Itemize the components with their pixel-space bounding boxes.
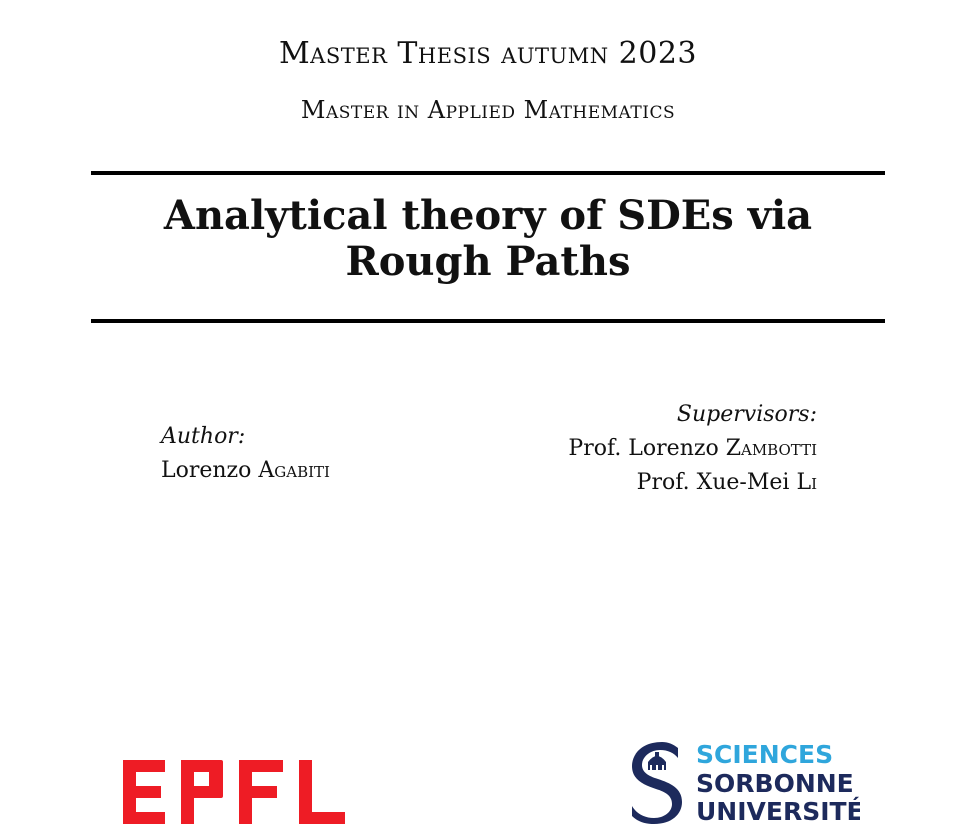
author-last-name: Agabiti	[258, 458, 330, 483]
supervisor-2-last-name: Li	[796, 470, 817, 495]
sorbonne-line1: SCIENCES	[696, 740, 833, 769]
epfl-logo-letters	[123, 760, 345, 824]
thesis-title: Analytical theory of SDEs via Rough Path…	[91, 193, 885, 285]
author-first-name: Lorenzo	[161, 458, 252, 483]
epfl-logo	[123, 760, 345, 824]
supervisor-1: Prof. Lorenzo Zambotti	[568, 432, 817, 466]
title-rule-top	[91, 171, 885, 175]
sorbonne-logo: SCIENCES SORBONNE UNIVERSITÉ	[632, 740, 860, 824]
supervisor-1-last-name: Zambotti	[725, 436, 817, 461]
supervisor-2: Prof. Xue-Mei Li	[568, 466, 817, 500]
supervisors-block: Supervisors: Prof. Lorenzo Zambotti Prof…	[568, 398, 817, 500]
sorbonne-emblem-icon	[632, 742, 682, 824]
degree-heading: Master in Applied Mathematics	[300, 96, 676, 124]
supervisor-1-prefix: Prof. Lorenzo	[568, 436, 719, 461]
thesis-title-line1: Analytical theory of SDEs via	[163, 192, 813, 239]
author-block: Author: Lorenzo Agabiti	[161, 420, 330, 488]
author-label: Author:	[161, 424, 246, 449]
supervisor-2-prefix: Prof. Xue-Mei	[636, 470, 790, 495]
thesis-title-line2: Rough Paths	[345, 238, 631, 285]
title-rule-bottom	[91, 319, 885, 323]
supervisors-label: Supervisors:	[676, 402, 817, 427]
program-heading: Master Thesis autumn 2023	[278, 36, 698, 71]
author-name: Lorenzo Agabiti	[161, 454, 330, 488]
sorbonne-line3: UNIVERSITÉ	[696, 797, 860, 824]
sorbonne-line2: SORBONNE	[696, 769, 854, 798]
